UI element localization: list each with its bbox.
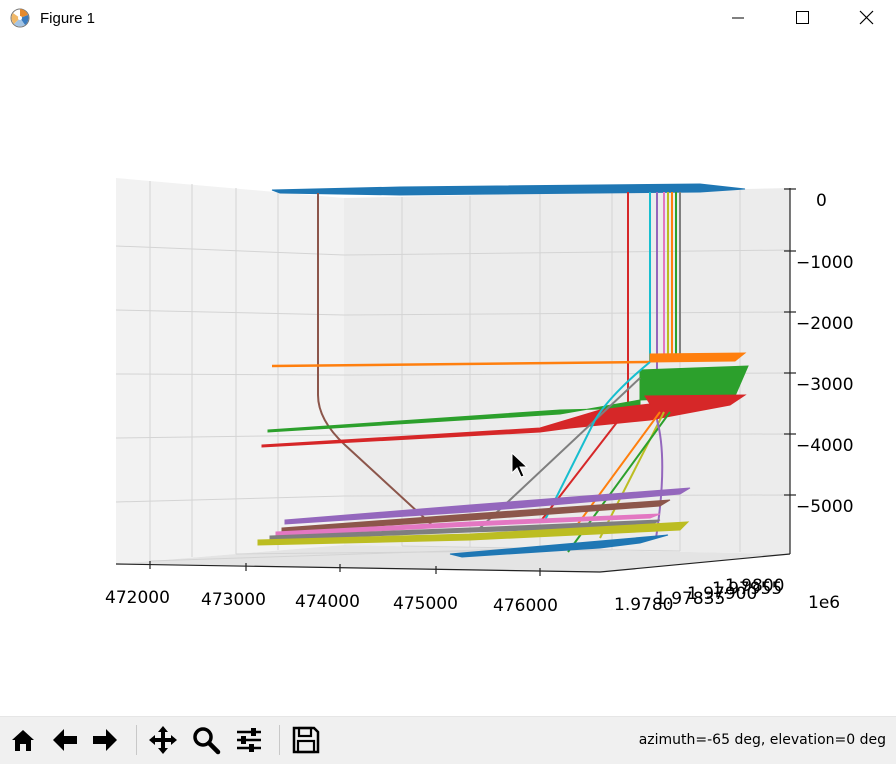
- y-tick-label: 1.9800: [725, 576, 784, 596]
- minimize-icon: [732, 17, 744, 19]
- back-pane: [344, 188, 790, 554]
- home-button[interactable]: [6, 723, 40, 757]
- z-tick-label: −5000: [796, 497, 854, 517]
- maximize-button[interactable]: [770, 0, 834, 36]
- axis-spines: [115, 188, 791, 573]
- well-orange-deviated: [571, 411, 661, 533]
- data-series: [257, 183, 749, 558]
- z-tick-label: 0: [816, 191, 827, 211]
- status-readout: azimuth=-65 deg, elevation=0 deg: [638, 732, 886, 748]
- toolbar-separator: [279, 725, 280, 755]
- side-pane: [116, 178, 344, 564]
- x-tick-label: 472000: [105, 588, 170, 608]
- pan-icon: [149, 726, 177, 754]
- x-tick-label: 474000: [295, 592, 360, 612]
- floor-pane: [116, 545, 790, 572]
- close-icon: [859, 10, 874, 25]
- y-tick-label: 1.97835: [655, 589, 725, 609]
- close-button[interactable]: [834, 0, 896, 36]
- well-purple-deviated: [655, 419, 664, 539]
- y-offset-label: 1e6: [808, 593, 840, 613]
- well-cyan-deviated: [544, 361, 651, 521]
- z-axis-ticks: [784, 188, 796, 496]
- figure-canvas[interactable]: 0 −1000 −2000 −3000 −4000 −5000 472000 4…: [0, 36, 896, 716]
- surface-top-blue: [271, 183, 746, 196]
- configure-subplots-button[interactable]: [232, 723, 266, 757]
- zoom-button[interactable]: [189, 723, 223, 757]
- forward-arrow-icon: [93, 729, 117, 751]
- y-tick-label: 1.97955: [712, 579, 782, 599]
- configure-subplots-icon: [237, 728, 261, 752]
- surface-orange-block: [649, 352, 747, 363]
- navigation-toolbar: azimuth=-65 deg, elevation=0 deg: [0, 716, 896, 764]
- x-tick-label: 475000: [393, 594, 458, 614]
- x-axis-ticks: [149, 561, 541, 576]
- forward-button[interactable]: [88, 723, 122, 757]
- save-icon: [292, 726, 320, 754]
- x-tick-label: 473000: [201, 590, 266, 610]
- back-arrow-icon: [53, 729, 77, 751]
- surface-orange: [271, 360, 651, 368]
- zoom-icon: [193, 727, 221, 755]
- back-button[interactable]: [48, 723, 82, 757]
- y-tick-label: 1.97900: [687, 584, 757, 604]
- surface-olive: [257, 521, 690, 546]
- x-tick-label: 476000: [493, 596, 558, 616]
- mouse-cursor-icon: [511, 451, 529, 478]
- surface-red: [261, 394, 747, 448]
- matplotlib-logo-icon: [10, 8, 30, 28]
- z-tick-label: −2000: [796, 314, 854, 334]
- toolbar-separator: [136, 725, 137, 755]
- maximize-icon: [796, 11, 809, 24]
- surface-blue-bottom: [449, 534, 669, 558]
- 3d-axes[interactable]: 0 −1000 −2000 −3000 −4000 −5000 472000 4…: [0, 36, 896, 716]
- z-tick-label: −4000: [796, 436, 854, 456]
- y-tick-label: 1.9780: [614, 595, 673, 615]
- z-tick-label: −3000: [796, 375, 854, 395]
- z-tick-label: −1000: [796, 253, 854, 273]
- window-title: Figure 1: [40, 10, 96, 27]
- pan-button[interactable]: [146, 723, 180, 757]
- surface-purple: [284, 487, 691, 525]
- home-icon: [12, 730, 34, 751]
- well-brown: [317, 193, 433, 526]
- title-bar: Figure 1: [0, 0, 896, 36]
- save-button[interactable]: [289, 723, 323, 757]
- minimize-button[interactable]: [706, 0, 770, 36]
